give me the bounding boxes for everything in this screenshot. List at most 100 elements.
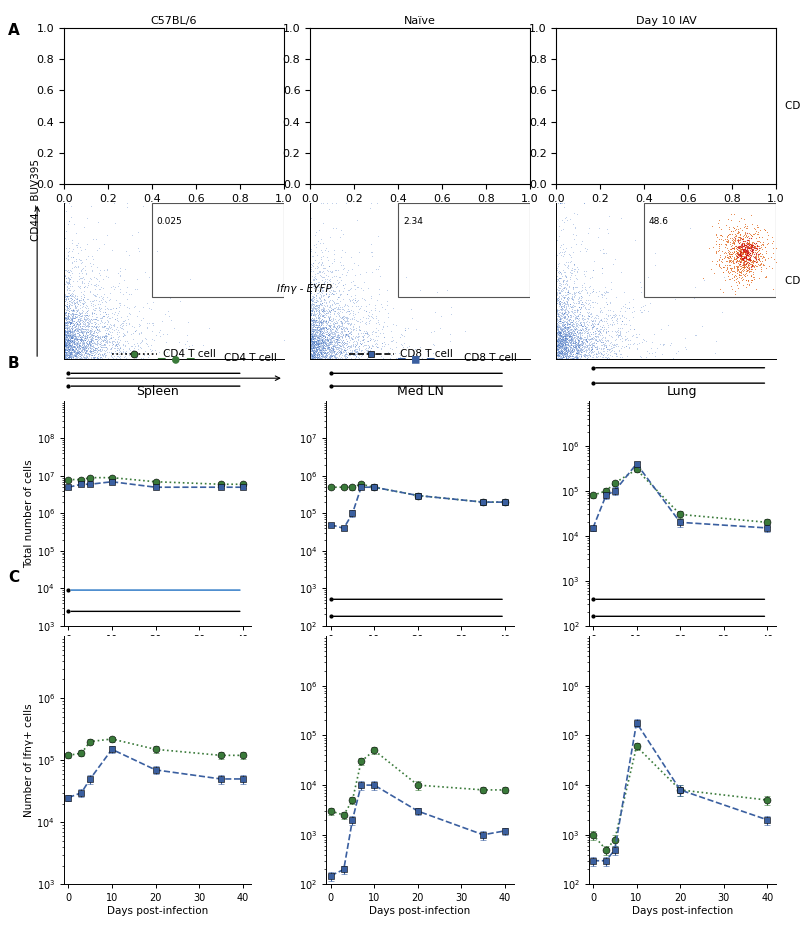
Point bbox=[318, 152, 331, 167]
Point bbox=[179, 174, 192, 189]
Point bbox=[312, 161, 325, 176]
Point bbox=[557, 162, 570, 177]
Point bbox=[730, 241, 742, 256]
Point bbox=[597, 352, 610, 367]
Point bbox=[372, 173, 385, 188]
Point bbox=[770, 71, 782, 86]
Point bbox=[76, 351, 89, 366]
Point bbox=[718, 239, 731, 254]
Point bbox=[340, 352, 353, 367]
Point bbox=[71, 138, 84, 153]
Point bbox=[306, 304, 318, 318]
Point bbox=[58, 196, 71, 210]
Point bbox=[568, 134, 581, 149]
Point bbox=[597, 352, 610, 367]
Point bbox=[760, 231, 773, 246]
Point bbox=[143, 123, 156, 138]
Point bbox=[568, 341, 581, 356]
Point bbox=[62, 85, 74, 100]
Point bbox=[60, 175, 73, 190]
Point bbox=[137, 166, 150, 181]
Point bbox=[554, 314, 566, 329]
Point bbox=[74, 263, 87, 277]
Point bbox=[79, 313, 92, 328]
Point bbox=[624, 175, 637, 190]
Point bbox=[72, 177, 85, 192]
Point bbox=[333, 332, 346, 347]
Point bbox=[78, 155, 91, 169]
Point bbox=[58, 139, 70, 154]
Point bbox=[314, 145, 326, 160]
Point bbox=[322, 140, 335, 155]
Point bbox=[306, 329, 318, 344]
Point bbox=[76, 335, 89, 350]
Point bbox=[552, 101, 565, 116]
Point bbox=[441, 282, 454, 297]
Point bbox=[561, 128, 574, 142]
Point bbox=[555, 308, 568, 323]
Point bbox=[317, 155, 330, 170]
Point bbox=[726, 67, 739, 82]
Point bbox=[554, 313, 566, 328]
Point bbox=[599, 176, 612, 191]
Point bbox=[308, 161, 321, 176]
Point bbox=[561, 323, 574, 338]
Point bbox=[103, 158, 116, 173]
Point bbox=[561, 329, 574, 344]
Point bbox=[66, 175, 78, 190]
Point bbox=[352, 170, 365, 185]
Point bbox=[553, 329, 566, 344]
Point bbox=[75, 352, 88, 367]
Point bbox=[58, 351, 71, 366]
Point bbox=[308, 168, 321, 182]
Point bbox=[334, 175, 347, 190]
Point bbox=[612, 107, 625, 122]
Point bbox=[321, 177, 334, 192]
Point bbox=[592, 129, 605, 144]
Point bbox=[747, 72, 760, 87]
Point bbox=[571, 335, 584, 350]
Point bbox=[308, 349, 321, 364]
Point bbox=[58, 127, 71, 142]
Point bbox=[554, 177, 566, 192]
Point bbox=[125, 174, 138, 189]
Point bbox=[656, 336, 669, 351]
Point bbox=[755, 256, 768, 271]
Point bbox=[582, 173, 595, 188]
Point bbox=[71, 176, 84, 191]
Point bbox=[564, 89, 577, 104]
Point bbox=[556, 337, 569, 352]
Point bbox=[322, 280, 334, 295]
Point bbox=[72, 173, 85, 188]
Point bbox=[318, 161, 331, 176]
Point bbox=[354, 162, 366, 177]
Point bbox=[392, 177, 405, 192]
Point bbox=[307, 340, 320, 355]
Point bbox=[552, 139, 565, 154]
Point bbox=[554, 173, 566, 188]
Point bbox=[94, 128, 107, 143]
Point bbox=[83, 329, 96, 344]
Point bbox=[61, 352, 74, 367]
Point bbox=[561, 177, 574, 192]
Point bbox=[95, 156, 108, 171]
Point bbox=[323, 333, 336, 348]
Point bbox=[74, 140, 86, 155]
Point bbox=[306, 348, 319, 363]
Point bbox=[108, 177, 121, 192]
Point bbox=[333, 330, 346, 344]
Point bbox=[82, 318, 95, 333]
Point bbox=[349, 347, 362, 362]
Point bbox=[70, 344, 83, 359]
Point bbox=[65, 171, 78, 186]
Point bbox=[607, 337, 620, 352]
Point bbox=[323, 312, 336, 327]
Point bbox=[109, 162, 122, 177]
Point bbox=[313, 352, 326, 367]
Point bbox=[553, 167, 566, 182]
Point bbox=[316, 170, 329, 185]
Point bbox=[71, 164, 84, 179]
Point bbox=[69, 175, 82, 190]
Point bbox=[553, 326, 566, 341]
Point bbox=[554, 131, 566, 146]
